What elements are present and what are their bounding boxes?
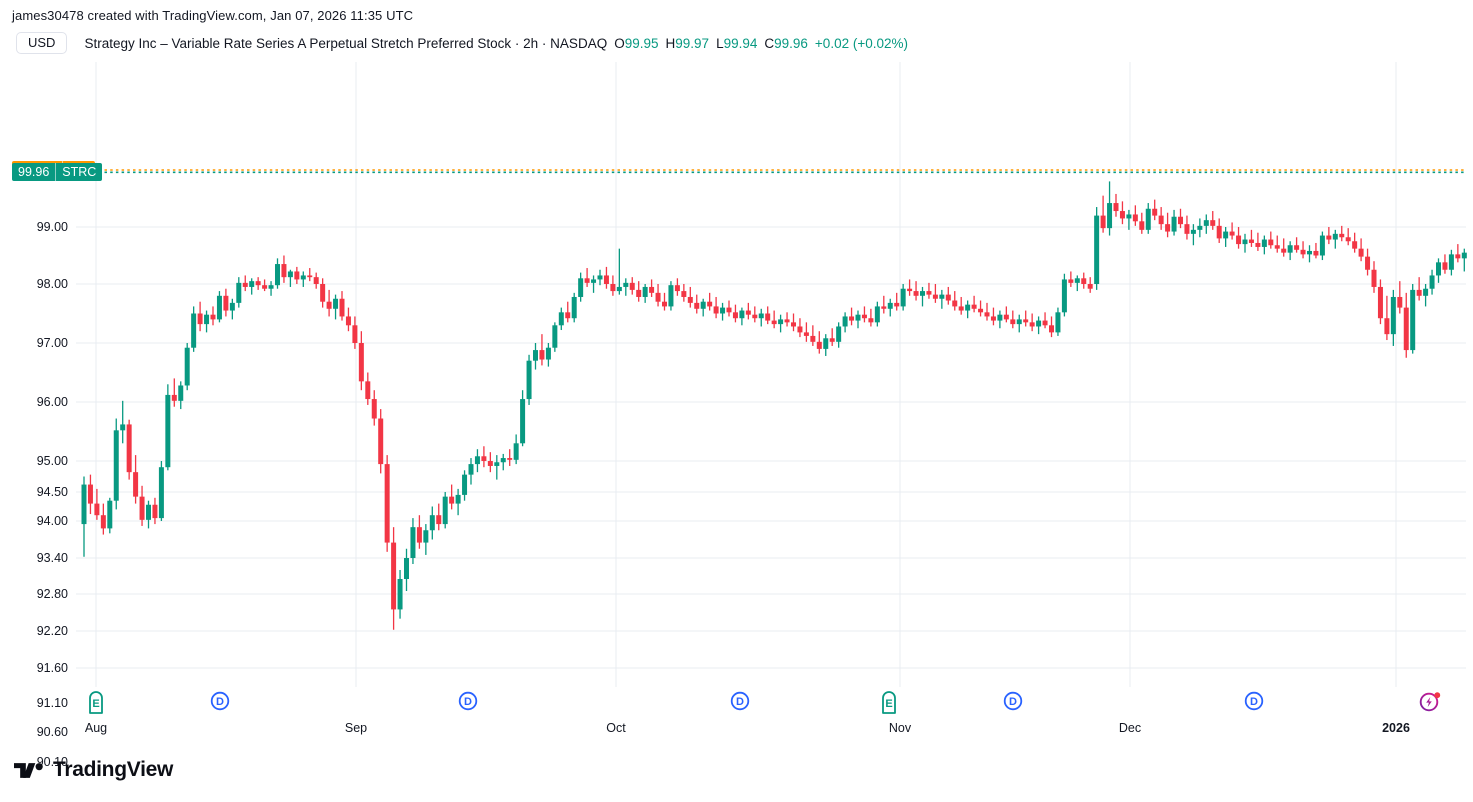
time-axis[interactable]: Aug Sep Oct Nov Dec 2026 E D D D E D D: [0, 687, 1473, 745]
price-tick-label: 92.20: [36, 624, 68, 638]
attribution-text: james30478 created with TradingView.com,…: [12, 8, 414, 23]
svg-text:D: D: [1009, 696, 1017, 708]
time-tick-label: 2026: [1382, 721, 1410, 735]
price-tick-label: 94.50: [36, 485, 68, 499]
price-tick-label: 92.80: [36, 587, 68, 601]
price-change: +0.02 (+0.02%): [814, 35, 908, 51]
dividend-marker[interactable]: D: [726, 687, 754, 720]
earnings-marker[interactable]: E: [875, 687, 903, 720]
price-tick-label: 91.60: [36, 661, 68, 675]
price-tick-label: 96.00: [36, 395, 68, 409]
price-lines: [76, 169, 1466, 174]
dividend-marker[interactable]: D: [999, 687, 1027, 720]
svg-text:E: E: [92, 698, 99, 710]
ohlc-high: H99.97: [665, 35, 710, 51]
svg-text:D: D: [464, 696, 472, 708]
svg-text:D: D: [736, 696, 744, 708]
ohlc-close: C99.96: [764, 35, 808, 51]
time-tick-label: Sep: [344, 721, 368, 735]
time-tick-label: Nov: [888, 721, 912, 735]
currency-badge[interactable]: USD: [16, 32, 68, 54]
price-badge-tag: STRC: [62, 165, 97, 180]
ohlc-open: O99.95: [614, 35, 659, 51]
svg-text:D: D: [1250, 696, 1258, 708]
time-tick-label: Oct: [606, 721, 626, 735]
svg-text:D: D: [216, 696, 224, 708]
candle-series: [81, 181, 1467, 630]
price-badge-separator: [55, 163, 57, 182]
chart-area[interactable]: 99.00 98.00 97.00 96.00 95.00 94.50 94.00 93.40…: [0, 62, 1473, 769]
tradingview-logo-icon: [14, 762, 43, 778]
price-tick-label: 90.10: [36, 755, 68, 769]
price-tick-label: 93.40: [36, 551, 68, 565]
candlestick-plot[interactable]: [0, 62, 1473, 687]
chart-header: USD Strategy Inc – Variable Rate Series …: [0, 29, 1473, 57]
svg-text:E: E: [885, 698, 892, 710]
price-tick-label: 97.00: [36, 336, 68, 350]
time-tick-label: Dec: [1118, 721, 1142, 735]
price-tick-label: 90.60: [36, 725, 68, 739]
tradingview-brand: TradingView: [53, 758, 174, 781]
price-badge-value: 99.96: [18, 165, 50, 180]
symbol-title[interactable]: Strategy Inc – Variable Rate Series A Pe…: [84, 36, 908, 51]
earnings-marker[interactable]: E: [82, 687, 110, 720]
time-tick-label: Aug: [84, 721, 108, 735]
price-tick-label: 95.00: [36, 454, 68, 468]
tradingview-footer: TradingView: [14, 758, 173, 782]
symbol-description: Strategy Inc – Variable Rate Series A Pe…: [84, 35, 608, 51]
last-price-badge[interactable]: 99.96 STRC: [12, 163, 103, 182]
price-axis[interactable]: 99.00 98.00 97.00 96.00 95.00 94.50 94.00 93.40…: [0, 62, 103, 769]
price-tick-label: 99.00: [36, 220, 68, 234]
dividend-marker[interactable]: D: [206, 687, 234, 720]
ohlc-low: L99.94: [716, 35, 758, 51]
dividend-marker[interactable]: D: [1240, 687, 1268, 720]
price-tick-label: 98.00: [36, 277, 68, 291]
price-tick-label: 91.10: [36, 696, 68, 710]
dividend-marker[interactable]: D: [454, 687, 482, 720]
alert-lightning-marker[interactable]: [1416, 687, 1444, 720]
gridlines: [76, 62, 1466, 687]
price-tick-label: 94.00: [36, 514, 68, 528]
